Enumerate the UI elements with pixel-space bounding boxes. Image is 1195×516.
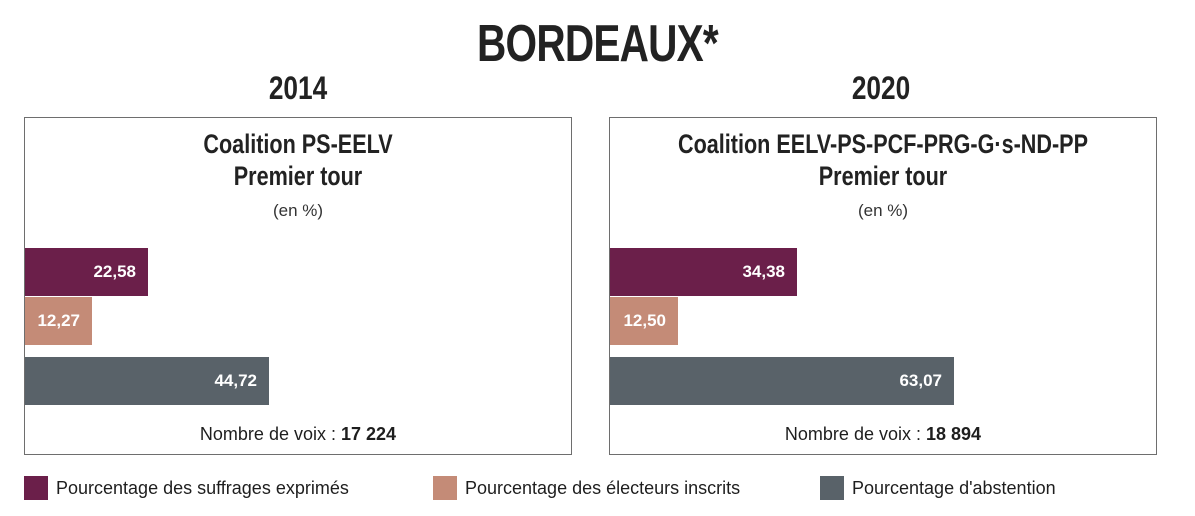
bar-value-label: 22,58	[93, 262, 136, 281]
bar-abstention: 63,07	[610, 357, 954, 405]
legend-swatch	[820, 476, 844, 500]
panel-title-coalition: Coalition PS-EELV	[203, 129, 393, 159]
main-title: BORDEAUX*	[477, 15, 719, 73]
votes-label: Nombre de voix :	[199, 424, 336, 444]
bar-exprimes: 22,58	[25, 248, 148, 296]
votes-count: Nombre de voix : 17 224	[25, 424, 571, 445]
chart-panel-2020: Coalition EELV-PS-PCF-PRG-G·s-ND-PP Prem…	[609, 117, 1157, 455]
legend-label: Pourcentage d'abstention	[852, 477, 1056, 498]
panel-unit: (en %)	[272, 201, 324, 220]
bar-inscrits: 12,50	[610, 297, 678, 345]
bar-inscrits: 12,27	[25, 297, 92, 345]
legend-item-exprimes: Pourcentage des suffrages exprimés	[24, 474, 349, 502]
bar-exprimes: 34,38	[610, 248, 797, 296]
votes-value: 17 224	[341, 424, 397, 444]
year-2020-label: 2020	[851, 70, 911, 106]
bar-abstention: 44,72	[25, 357, 269, 405]
panel-title-coalition: Coalition EELV-PS-PCF-PRG-G·s-ND-PP	[677, 129, 1088, 159]
legend-item-abstention: Pourcentage d'abstention	[820, 474, 1056, 502]
bar-value-label: 44,72	[214, 371, 257, 390]
votes-value: 18 894	[926, 424, 982, 444]
bar-value-label: 12,50	[623, 311, 666, 330]
year-2014-label: 2014	[268, 70, 328, 106]
legend-swatch	[24, 476, 48, 500]
bar-value-label: 12,27	[37, 311, 80, 330]
votes-label: Nombre de voix :	[784, 424, 921, 444]
chart-panel-2014: Coalition PS-EELV Premier tour (en %) 22…	[24, 117, 572, 455]
legend-item-inscrits: Pourcentage des électeurs inscrits	[433, 474, 740, 502]
votes-count: Nombre de voix : 18 894	[610, 424, 1156, 445]
panel-unit: (en %)	[857, 201, 909, 220]
legend-swatch	[433, 476, 457, 500]
legend-label: Pourcentage des électeurs inscrits	[465, 477, 741, 498]
bar-value-label: 63,07	[899, 371, 942, 390]
panel-title-round: Premier tour	[233, 161, 363, 191]
legend-label: Pourcentage des suffrages exprimés	[56, 477, 349, 498]
panel-title-round: Premier tour	[818, 161, 948, 191]
bar-value-label: 34,38	[742, 262, 785, 281]
